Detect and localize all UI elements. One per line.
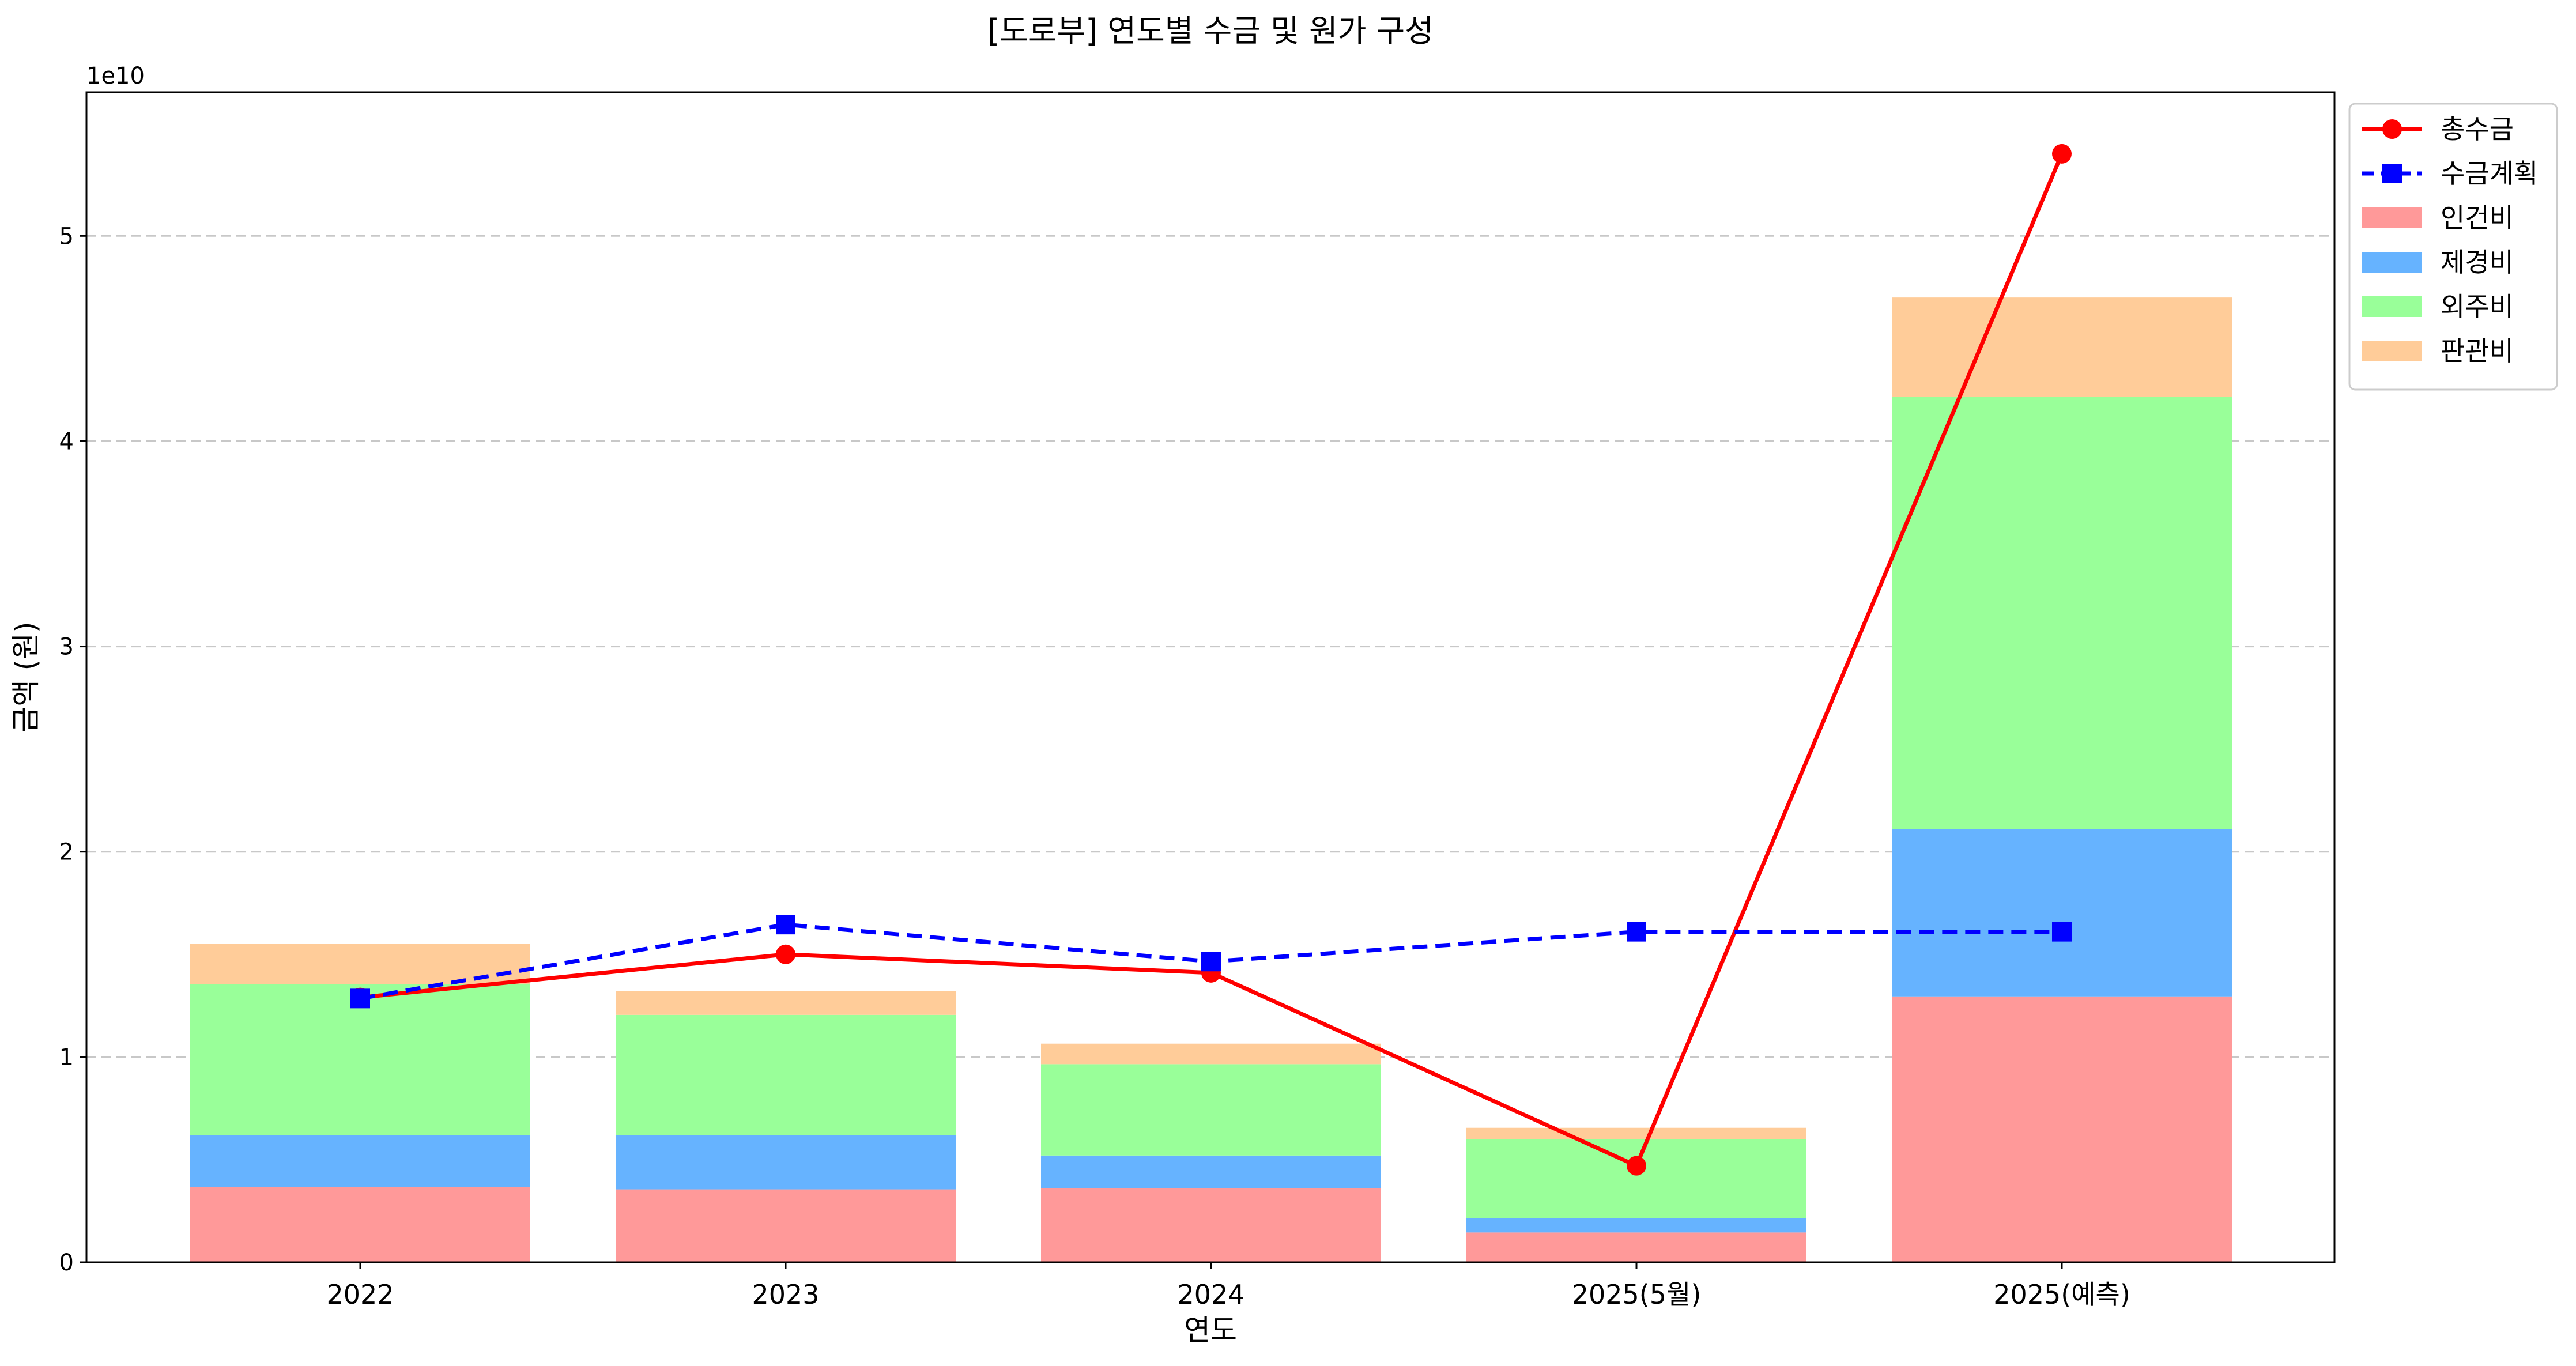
legend-color-swatch [2362, 252, 2422, 273]
bar-segment [1892, 397, 2232, 829]
y-offset-label: 1e10 [86, 63, 145, 89]
bar-segment [1466, 1127, 1806, 1139]
legend-label: 수금계획 [2441, 158, 2538, 189]
data-point [1627, 922, 1646, 942]
x-axis-label: 연도 [1184, 1314, 1237, 1347]
y-axis-ticks: 0 1 2 3 4 5 [59, 223, 86, 1276]
x-tick-label: 2025(5월) [1572, 1279, 1702, 1310]
legend-color-swatch [2362, 207, 2422, 228]
data-point [776, 915, 795, 935]
bar-segment [1041, 1043, 1381, 1065]
bar-segment [616, 1189, 956, 1262]
legend-color-swatch [2362, 341, 2422, 361]
bar-segment [190, 984, 530, 1135]
data-point [350, 988, 370, 1009]
bar-segment [1892, 297, 2232, 397]
bar-segment [1892, 996, 2232, 1262]
legend-label: 판관비 [2441, 335, 2514, 367]
y-tick-label: 5 [59, 223, 74, 250]
bar-segment [1041, 1064, 1381, 1156]
x-axis-ticks: 2022 2023 2024 2025(5월) 2025(예측) [326, 1262, 2130, 1310]
x-tick-label: 2022 [326, 1279, 394, 1310]
bar-segment [1466, 1232, 1806, 1262]
bar-segment [1041, 1188, 1381, 1262]
bar-segment [1041, 1155, 1381, 1188]
bar-segment [1466, 1218, 1806, 1233]
legend-label: 총수금 [2441, 114, 2514, 145]
x-tick-label: 2023 [752, 1279, 819, 1310]
legend-marker [2382, 119, 2402, 139]
y-tick-label: 1 [59, 1044, 74, 1071]
bar-segment [1466, 1139, 1806, 1218]
data-point [776, 944, 795, 964]
y-tick-label: 4 [59, 428, 74, 455]
y-tick-label: 0 [59, 1250, 74, 1276]
stacked-bars [190, 297, 2232, 1262]
legend-marker [2382, 164, 2402, 183]
data-point [1201, 952, 1221, 972]
data-point [1627, 1156, 1646, 1176]
bar-segment [616, 1014, 956, 1135]
bar-segment [190, 1187, 530, 1262]
data-point [2052, 144, 2072, 164]
x-tick-label: 2024 [1177, 1279, 1244, 1310]
chart-title: [도로부] 연도별 수금 및 원가 구성 [987, 13, 1434, 49]
data-point [2052, 922, 2072, 942]
series-line [360, 153, 2064, 1168]
line-series [350, 144, 2072, 1176]
x-tick-label: 2025(예측) [1993, 1279, 2130, 1310]
legend-label: 외주비 [2441, 291, 2514, 322]
y-tick-label: 3 [59, 634, 74, 661]
y-tick-label: 2 [59, 839, 74, 866]
legend-label: 제경비 [2441, 247, 2514, 278]
y-axis-label: 금액 (원) [9, 622, 43, 733]
legend-color-swatch [2362, 296, 2422, 317]
legend-label: 인건비 [2441, 202, 2514, 233]
bar-segment [1892, 829, 2232, 997]
bar-segment [616, 991, 956, 1015]
bar-segment [190, 1135, 530, 1188]
bar-segment [616, 1135, 956, 1190]
